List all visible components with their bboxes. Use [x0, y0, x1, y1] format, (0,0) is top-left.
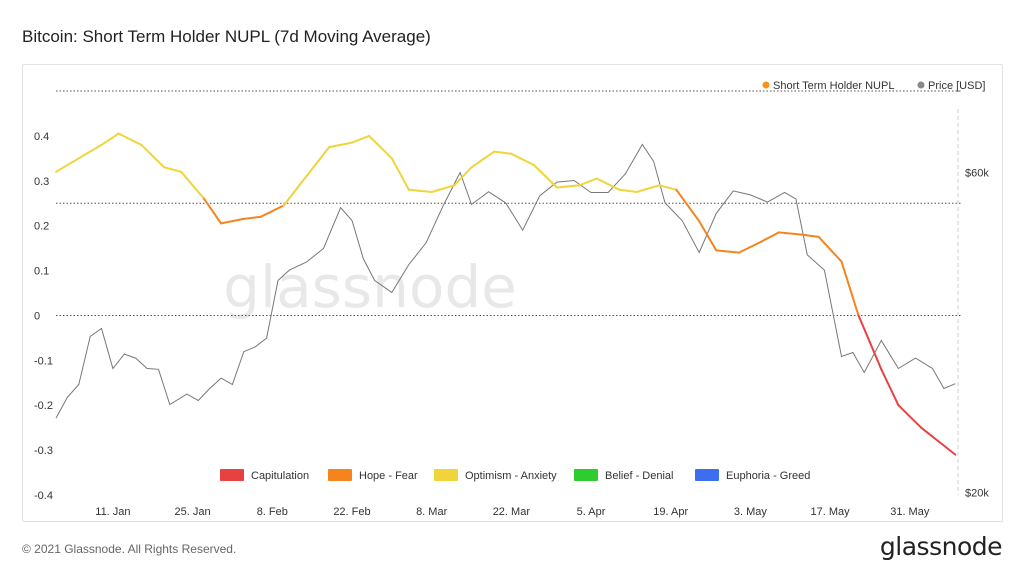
nupl-series-segment[interactable]: [578, 177, 598, 187]
chart-title: Bitcoin: Short Term Holder NUPL (7d Movi…: [22, 27, 431, 46]
legend-marker[interactable]: [917, 81, 925, 89]
nupl-series-segment[interactable]: [259, 204, 285, 218]
nupl-series-segment[interactable]: [368, 134, 393, 160]
nupl-series-segment[interactable]: [920, 426, 940, 443]
nupl-series-segment[interactable]: [715, 249, 740, 254]
nupl-series-segment[interactable]: [328, 141, 353, 149]
zone-legend-label[interactable]: Capitulation: [251, 470, 309, 482]
nupl-series-segment[interactable]: [430, 184, 456, 193]
x-tick-label: 11. Jan: [95, 506, 130, 518]
nupl-series-segment[interactable]: [738, 240, 763, 254]
y-tick-label-right: $60k: [965, 168, 989, 180]
chart-panel: glassnode 11. Jan 25. Jan 8. Feb 22. Feb 8. …: [22, 64, 1003, 522]
y-tick-label-left: 0.4: [34, 131, 49, 143]
x-tick-label: 5. Apr: [577, 506, 606, 518]
nupl-series-segment[interactable]: [140, 143, 166, 169]
y-tick-label-left: -0.1: [34, 355, 53, 367]
y-tick-label-left: 0: [34, 310, 40, 322]
zone-legend-swatch[interactable]: [220, 469, 244, 481]
y-tick-label-left: 0.2: [34, 221, 49, 233]
nupl-series-segment[interactable]: [117, 132, 143, 146]
copyright-text: © 2021 Glassnode. All Rights Reserved.: [22, 542, 237, 556]
nupl-series-segment[interactable]: [857, 314, 883, 371]
price-series-line[interactable]: [55, 143, 956, 419]
nupl-series-segment[interactable]: [203, 197, 223, 225]
nupl-series-segment[interactable]: [880, 368, 900, 407]
y-tick-label-left: 0.1: [34, 266, 49, 278]
x-tick-label: 8. Mar: [416, 506, 448, 518]
y-tick-label-left: -0.3: [34, 445, 53, 457]
brand-logo: glassnode: [879, 532, 1003, 561]
nupl-series-segment[interactable]: [840, 260, 860, 317]
x-tick-label: 25. Jan: [175, 506, 211, 518]
nupl-series-segment[interactable]: [242, 215, 262, 220]
nupl-series-segment[interactable]: [163, 166, 183, 173]
nupl-series-segment[interactable]: [937, 440, 957, 456]
y-tick-label-left: -0.4: [34, 490, 53, 502]
nupl-series-segment[interactable]: [390, 157, 410, 191]
nupl-series-segment[interactable]: [897, 404, 923, 429]
nupl-series-segment[interactable]: [220, 217, 245, 225]
zone-legend-swatch[interactable]: [434, 469, 458, 481]
nupl-series-segment[interactable]: [533, 164, 558, 189]
nupl-series-segment[interactable]: [470, 150, 496, 169]
nupl-series-segment[interactable]: [305, 146, 331, 178]
legend-marker[interactable]: [762, 81, 770, 89]
zone-legend-swatch[interactable]: [328, 469, 352, 481]
x-tick-label: 31. May: [890, 506, 930, 518]
nupl-series-segment[interactable]: [453, 166, 473, 187]
y-tick-label-left: 0.3: [34, 176, 49, 188]
chart-canvas[interactable]: glassnode 11. Jan 25. Jan 8. Feb 22. Feb 8. …: [23, 65, 1002, 521]
zone-legend-label[interactable]: Euphoria - Greed: [726, 470, 810, 482]
zone-legend-swatch[interactable]: [695, 469, 719, 481]
x-tick-label: 8. Feb: [257, 506, 288, 518]
nupl-series-segment[interactable]: [760, 231, 780, 243]
watermark: glassnode: [223, 253, 517, 321]
legend-label[interactable]: Short Term Holder NUPL: [773, 80, 894, 92]
nupl-series-segment[interactable]: [77, 143, 103, 160]
nupl-series-segment[interactable]: [675, 188, 701, 223]
x-tick-label: 22. Feb: [333, 506, 370, 518]
zone-legend-label[interactable]: Optimism - Anxiety: [465, 470, 557, 482]
x-tick-label: 19. Apr: [653, 506, 688, 518]
nupl-series-segment[interactable]: [493, 150, 513, 155]
nupl-series-segment[interactable]: [595, 177, 621, 191]
nupl-series-segment[interactable]: [658, 184, 678, 191]
nupl-series-segment[interactable]: [510, 152, 536, 167]
nupl-series-segment[interactable]: [698, 220, 718, 252]
nupl-series-segment[interactable]: [817, 235, 843, 263]
nupl-series-segment[interactable]: [55, 157, 80, 173]
x-tick-label: 17. May: [811, 506, 851, 518]
y-tick-label-right: $20k: [965, 488, 989, 500]
nupl-series-segment[interactable]: [100, 132, 120, 146]
legend-label[interactable]: Price [USD]: [928, 80, 985, 92]
y-tick-label-left: -0.2: [34, 400, 53, 412]
zone-legend-label[interactable]: Belief - Denial: [605, 470, 673, 482]
nupl-series-segment[interactable]: [800, 233, 820, 238]
nupl-series-segment[interactable]: [282, 175, 308, 207]
x-tick-label: 22. Mar: [493, 506, 531, 518]
zone-legend-swatch[interactable]: [574, 469, 598, 481]
nupl-series-segment[interactable]: [618, 188, 638, 193]
nupl-series-segment[interactable]: [180, 170, 205, 200]
x-tick-label: 3. May: [734, 506, 768, 518]
nupl-series-segment[interactable]: [555, 184, 581, 189]
nupl-series-segment[interactable]: [351, 134, 371, 144]
nupl-series-segment[interactable]: [407, 188, 433, 193]
nupl-series-segment[interactable]: [777, 231, 803, 236]
zone-legend-label[interactable]: Hope - Fear: [359, 470, 418, 482]
nupl-series-segment[interactable]: [635, 184, 661, 193]
